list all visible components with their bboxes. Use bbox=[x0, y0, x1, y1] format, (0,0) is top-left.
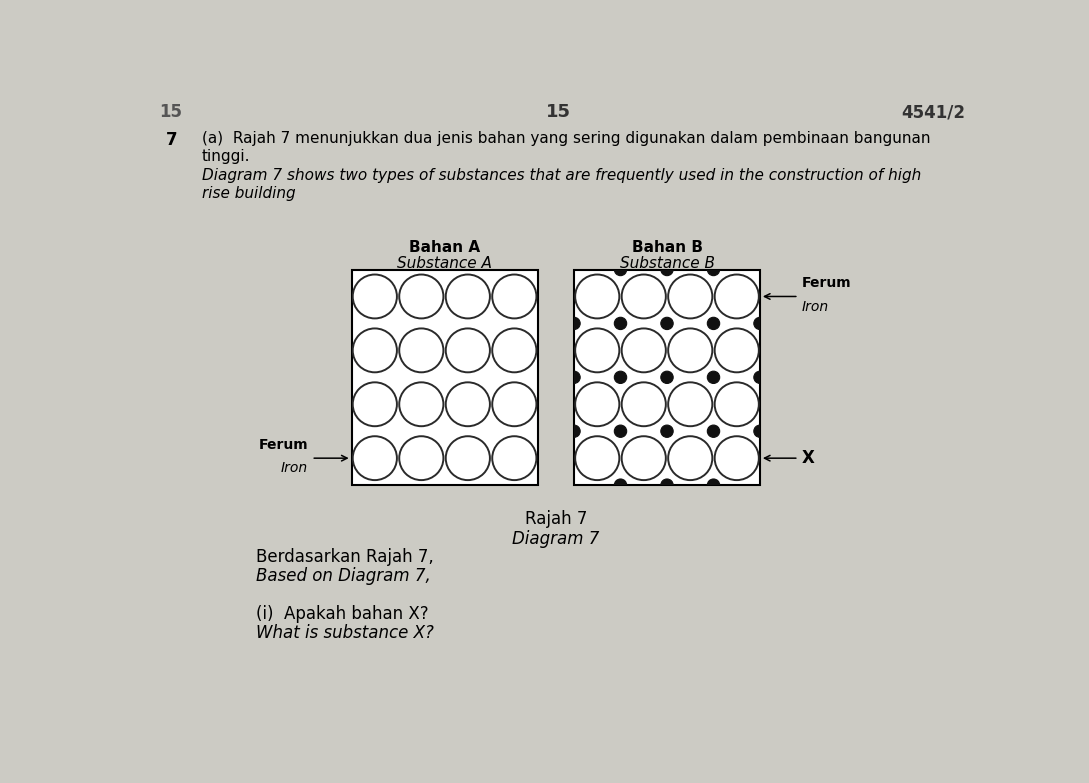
Text: Diagram 7 shows two types of substances that are frequently used in the construc: Diagram 7 shows two types of substances … bbox=[201, 168, 921, 183]
Circle shape bbox=[661, 479, 673, 491]
Text: Bahan B: Bahan B bbox=[632, 240, 702, 255]
Circle shape bbox=[669, 382, 712, 426]
Circle shape bbox=[622, 275, 665, 319]
Text: Diagram 7: Diagram 7 bbox=[512, 530, 599, 548]
Circle shape bbox=[614, 317, 626, 330]
Text: 7: 7 bbox=[166, 131, 178, 149]
Circle shape bbox=[714, 436, 759, 480]
Circle shape bbox=[708, 371, 720, 384]
Circle shape bbox=[614, 425, 626, 438]
Circle shape bbox=[754, 371, 767, 384]
Circle shape bbox=[400, 382, 443, 426]
Text: Berdasarkan Rajah 7,: Berdasarkan Rajah 7, bbox=[256, 548, 435, 566]
Text: Substance A: Substance A bbox=[397, 256, 492, 271]
Circle shape bbox=[708, 263, 720, 276]
Text: X: X bbox=[802, 449, 815, 467]
Circle shape bbox=[400, 275, 443, 319]
Text: Based on Diagram 7,: Based on Diagram 7, bbox=[256, 567, 431, 585]
Circle shape bbox=[575, 328, 620, 372]
Text: 15: 15 bbox=[159, 103, 182, 121]
Circle shape bbox=[708, 479, 720, 491]
Circle shape bbox=[754, 425, 767, 438]
Circle shape bbox=[622, 328, 665, 372]
Circle shape bbox=[661, 425, 673, 438]
Circle shape bbox=[567, 425, 580, 438]
Text: (i)  Apakah bahan X?: (i) Apakah bahan X? bbox=[256, 605, 429, 623]
Circle shape bbox=[661, 317, 673, 330]
Circle shape bbox=[614, 263, 626, 276]
Circle shape bbox=[492, 328, 537, 372]
Circle shape bbox=[614, 479, 626, 491]
Circle shape bbox=[575, 436, 620, 480]
Bar bbox=[574, 269, 760, 485]
Circle shape bbox=[622, 436, 665, 480]
Circle shape bbox=[708, 425, 720, 438]
Circle shape bbox=[714, 382, 759, 426]
Circle shape bbox=[714, 275, 759, 319]
Circle shape bbox=[614, 371, 626, 384]
Circle shape bbox=[445, 275, 490, 319]
Bar bbox=[352, 269, 538, 485]
Circle shape bbox=[622, 382, 665, 426]
Circle shape bbox=[754, 317, 767, 330]
Circle shape bbox=[669, 328, 712, 372]
Circle shape bbox=[567, 371, 580, 384]
Circle shape bbox=[353, 328, 396, 372]
Circle shape bbox=[492, 382, 537, 426]
Circle shape bbox=[445, 328, 490, 372]
Circle shape bbox=[669, 275, 712, 319]
Circle shape bbox=[400, 328, 443, 372]
Text: Iron: Iron bbox=[281, 461, 308, 475]
Circle shape bbox=[492, 436, 537, 480]
Text: What is substance X?: What is substance X? bbox=[256, 624, 435, 642]
Text: Iron: Iron bbox=[802, 300, 829, 313]
Circle shape bbox=[445, 436, 490, 480]
Circle shape bbox=[661, 263, 673, 276]
Circle shape bbox=[353, 275, 396, 319]
Text: (a)  Rajah 7 menunjukkan dua jenis bahan yang sering digunakan dalam pembinaan b: (a) Rajah 7 menunjukkan dua jenis bahan … bbox=[201, 131, 930, 146]
Text: Rajah 7: Rajah 7 bbox=[525, 510, 587, 528]
Circle shape bbox=[708, 317, 720, 330]
Circle shape bbox=[492, 275, 537, 319]
Text: Ferum: Ferum bbox=[802, 276, 852, 290]
Circle shape bbox=[661, 371, 673, 384]
Circle shape bbox=[575, 382, 620, 426]
Circle shape bbox=[353, 436, 396, 480]
Circle shape bbox=[445, 382, 490, 426]
Circle shape bbox=[400, 436, 443, 480]
Circle shape bbox=[714, 328, 759, 372]
Text: tinggi.: tinggi. bbox=[201, 150, 250, 164]
Circle shape bbox=[567, 317, 580, 330]
Circle shape bbox=[353, 382, 396, 426]
Circle shape bbox=[669, 436, 712, 480]
Text: 15: 15 bbox=[546, 103, 571, 121]
Text: Ferum: Ferum bbox=[258, 438, 308, 452]
Text: rise building: rise building bbox=[201, 186, 295, 201]
Text: 4541/2: 4541/2 bbox=[902, 103, 965, 121]
Text: Bahan A: Bahan A bbox=[409, 240, 480, 255]
Text: Substance B: Substance B bbox=[620, 256, 714, 271]
Circle shape bbox=[575, 275, 620, 319]
